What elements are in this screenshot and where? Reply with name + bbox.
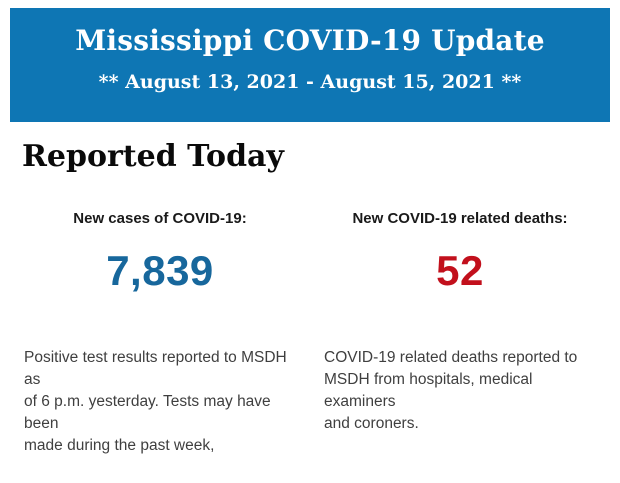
- deaths-value: 52: [436, 247, 484, 294]
- deaths-column: New COVID-19 related deaths: 52 COVID-19…: [310, 211, 610, 457]
- date-range-subtitle: ** August 13, 2021 - August 15, 2021 **: [98, 71, 522, 93]
- cases-description: Positive test results reported to MSDH a…: [24, 349, 287, 454]
- cases-label: New cases of COVID-19:: [73, 210, 247, 227]
- cases-column: New cases of COVID-19: 7,839 Positive te…: [10, 211, 310, 457]
- deaths-label: New COVID-19 related deaths:: [352, 210, 568, 227]
- deaths-description: COVID-19 related deaths reported to MSDH…: [324, 349, 578, 432]
- update-title: Mississippi COVID-19 Update: [75, 24, 545, 57]
- stats-grid: New cases of COVID-19: 7,839 Positive te…: [10, 211, 610, 457]
- header-banner: Mississippi COVID-19 Update ** August 13…: [10, 8, 610, 122]
- section-heading: Reported Today: [22, 139, 284, 174]
- cases-value: 7,839: [106, 247, 214, 294]
